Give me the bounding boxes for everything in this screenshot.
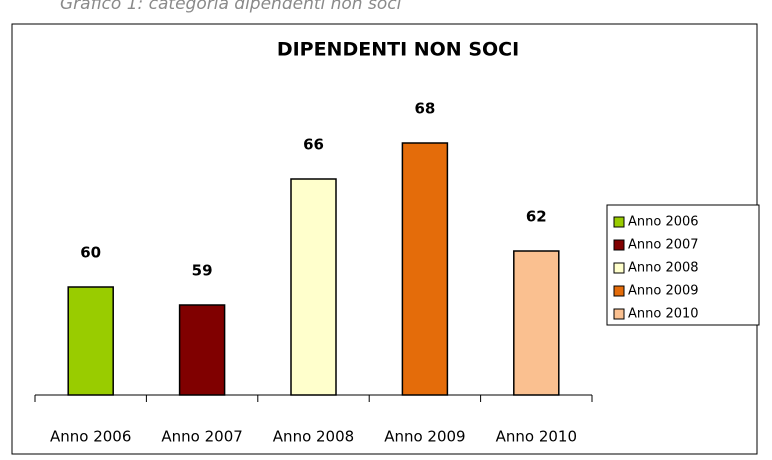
legend-label: Anno 2006 xyxy=(628,215,699,230)
legend-swatch xyxy=(613,239,625,251)
x-tick-label: Anno 2010 xyxy=(496,428,577,446)
legend-swatch xyxy=(613,285,625,297)
value-label: 66 xyxy=(303,136,324,154)
bar xyxy=(178,304,226,396)
chart-title: DIPENDENTI NON SOCI xyxy=(277,39,519,61)
legend-label: Anno 2009 xyxy=(628,284,699,299)
bar xyxy=(290,178,337,396)
legend-box xyxy=(606,204,760,326)
legend-swatch xyxy=(613,308,625,320)
x-tick-label: Anno 2009 xyxy=(384,428,465,446)
bar xyxy=(67,286,114,396)
legend-swatch xyxy=(613,216,625,228)
value-label: 59 xyxy=(192,262,213,280)
caption: Grafico 1: categoria dipendenti non soci xyxy=(60,0,402,14)
legend-label: Anno 2010 xyxy=(628,307,699,322)
x-tick-label: Anno 2006 xyxy=(50,428,131,446)
legend-label: Anno 2007 xyxy=(628,238,699,253)
legend-label: Anno 2008 xyxy=(628,261,699,276)
bar xyxy=(513,250,560,396)
value-label: 62 xyxy=(526,208,547,226)
x-tick-label: Anno 2008 xyxy=(273,428,354,446)
x-tick-label: Anno 2007 xyxy=(161,428,242,446)
legend-swatch xyxy=(613,262,625,274)
value-label: 68 xyxy=(414,100,435,118)
value-label: 60 xyxy=(80,244,101,262)
bar xyxy=(401,142,449,396)
